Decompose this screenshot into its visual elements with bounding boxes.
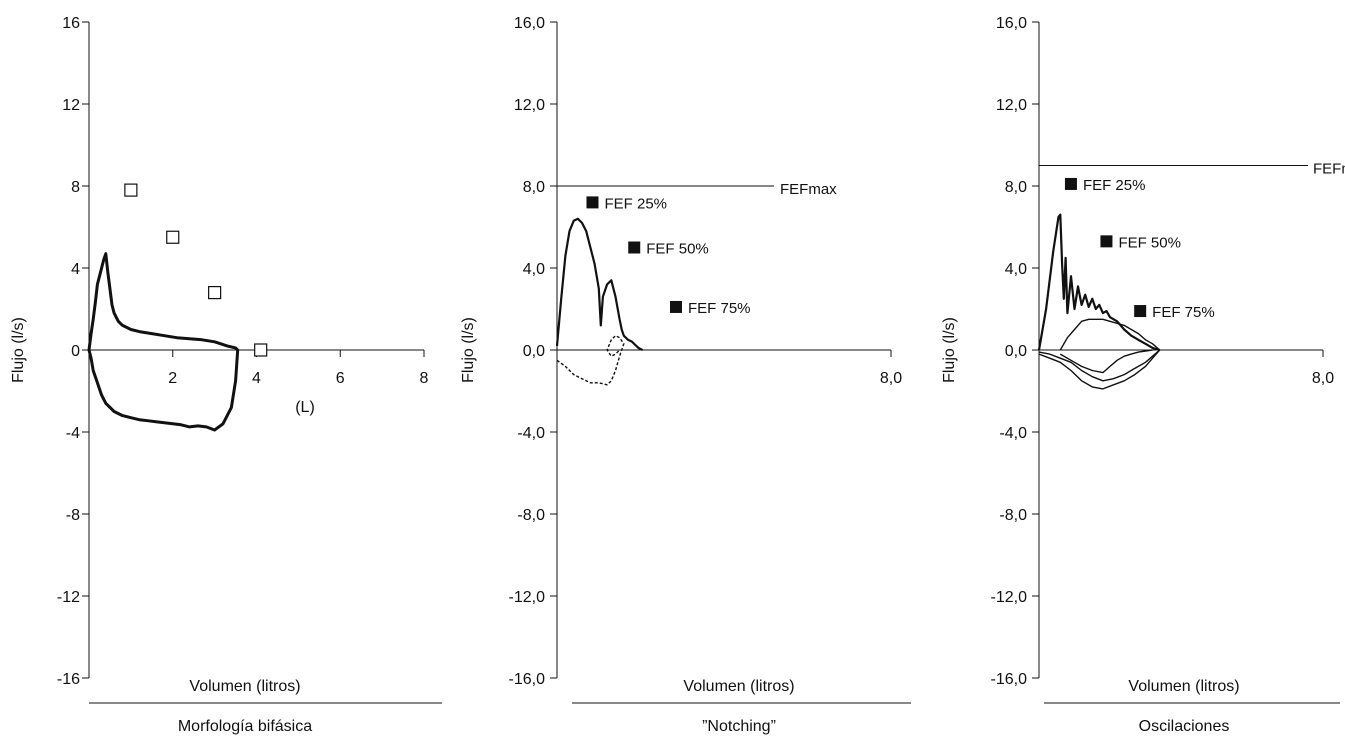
y-tick-label: 12,0 [996, 97, 1027, 114]
y-tick-label: 16,0 [996, 15, 1027, 32]
fef-marker [1134, 305, 1147, 318]
fef-marker [1100, 235, 1113, 248]
fef-marker [1064, 177, 1077, 190]
fef-marker-label: FEF 75% [688, 300, 751, 317]
fef-marker [254, 343, 268, 357]
fef-marker-label: FEF 50% [646, 241, 709, 258]
fef-marker-label: FEF 25% [604, 195, 667, 212]
x-tick-label: 8,0 [880, 370, 902, 387]
y-axis-label: Flujo (l/s) [10, 317, 27, 383]
x-unit-label: (L) [295, 399, 315, 416]
panel-1: 16 12 8 4 0 -4 -8 -12 -16 2 4 6 8 (L) Flujo (l/s) Volum… [10, 15, 442, 735]
fef-marker [669, 300, 682, 313]
y-tick-label: -16,0 [991, 671, 1028, 688]
y-tick-label: 12,0 [514, 97, 545, 114]
y-tick-label: 4 [71, 261, 80, 278]
x-tick-label: 6 [336, 370, 345, 387]
y-tick-label: -12,0 [991, 589, 1028, 606]
flow-volume-curve [556, 335, 625, 386]
fef-marker [628, 241, 641, 254]
fef-marker [586, 196, 599, 209]
fef-marker [124, 183, 138, 197]
y-tick-label: 12 [62, 97, 80, 114]
y-axis-label: Flujo (l/s) [941, 317, 958, 383]
y-tick-label: -4,0 [517, 425, 545, 442]
y-tick-label: -8,0 [999, 507, 1027, 524]
panel-title: Oscilaciones [1139, 718, 1230, 735]
x-tick-label: 8,0 [1312, 370, 1334, 387]
y-tick-label: -8,0 [517, 507, 545, 524]
fef-marker-label: FEF 75% [1152, 304, 1215, 321]
y-tick-label: -16 [57, 671, 80, 688]
flow-volume-curve [1059, 318, 1161, 351]
y-tick-label: 0,0 [523, 343, 545, 360]
x-tick-label: 8 [420, 370, 429, 387]
x-tick-label: 2 [168, 370, 177, 387]
y-tick-label: 8,0 [523, 179, 545, 196]
fef-marker [208, 286, 222, 300]
fef-marker-label: FEF 50% [1118, 234, 1181, 251]
y-tick-label: 16 [62, 15, 80, 32]
y-tick-label: 8,0 [1005, 179, 1027, 196]
fefmax-label: FEFmax [780, 181, 837, 198]
y-tick-label: 4,0 [1005, 261, 1027, 278]
panel-title: Morfología bifásica [178, 718, 312, 735]
flow-volume-curve [1059, 349, 1153, 374]
fefmax-label: FEFmax [1313, 161, 1345, 178]
flow-volume-curve [1038, 349, 1161, 390]
panel-2: 16,0 12,0 8,0 4,0 0,0 -4,0 -8,0 -12,0 -16,0 8,0 Fl… [460, 15, 911, 735]
flow-volume-curve [555, 217, 644, 351]
y-tick-label: -4,0 [999, 425, 1027, 442]
x-axis-label: Volumen (litros) [683, 678, 794, 695]
panel-3: 16,0 12,0 8,0 4,0 0,0 -4,0 -8,0 -12,0 -16,0 8,0 Fl… [941, 15, 1345, 735]
y-tick-label: -4 [66, 425, 80, 442]
y-tick-label: -8 [66, 507, 80, 524]
fef-marker [166, 230, 180, 244]
y-tick-label: -16,0 [509, 671, 546, 688]
panel-title: ”Notching” [702, 718, 776, 735]
y-tick-label: -12,0 [509, 589, 546, 606]
y-tick-label: 0,0 [1005, 343, 1027, 360]
flow-volume-curve [1037, 213, 1161, 352]
x-axis-label: Volumen (litros) [1128, 678, 1239, 695]
y-tick-label: 8 [71, 179, 80, 196]
flow-volume-curve [87, 252, 240, 432]
y-tick-label: -12 [57, 589, 80, 606]
y-tick-label: 0 [71, 343, 80, 360]
y-tick-label: 4,0 [523, 261, 545, 278]
y-axis-label: Flujo (l/s) [460, 317, 477, 383]
x-tick-label: 4 [252, 370, 261, 387]
flow-volume-curve [1038, 349, 1161, 382]
fef-marker-label: FEF 25% [1083, 177, 1146, 194]
x-axis-label: Volumen (litros) [189, 678, 300, 695]
y-tick-label: 16,0 [514, 15, 545, 32]
